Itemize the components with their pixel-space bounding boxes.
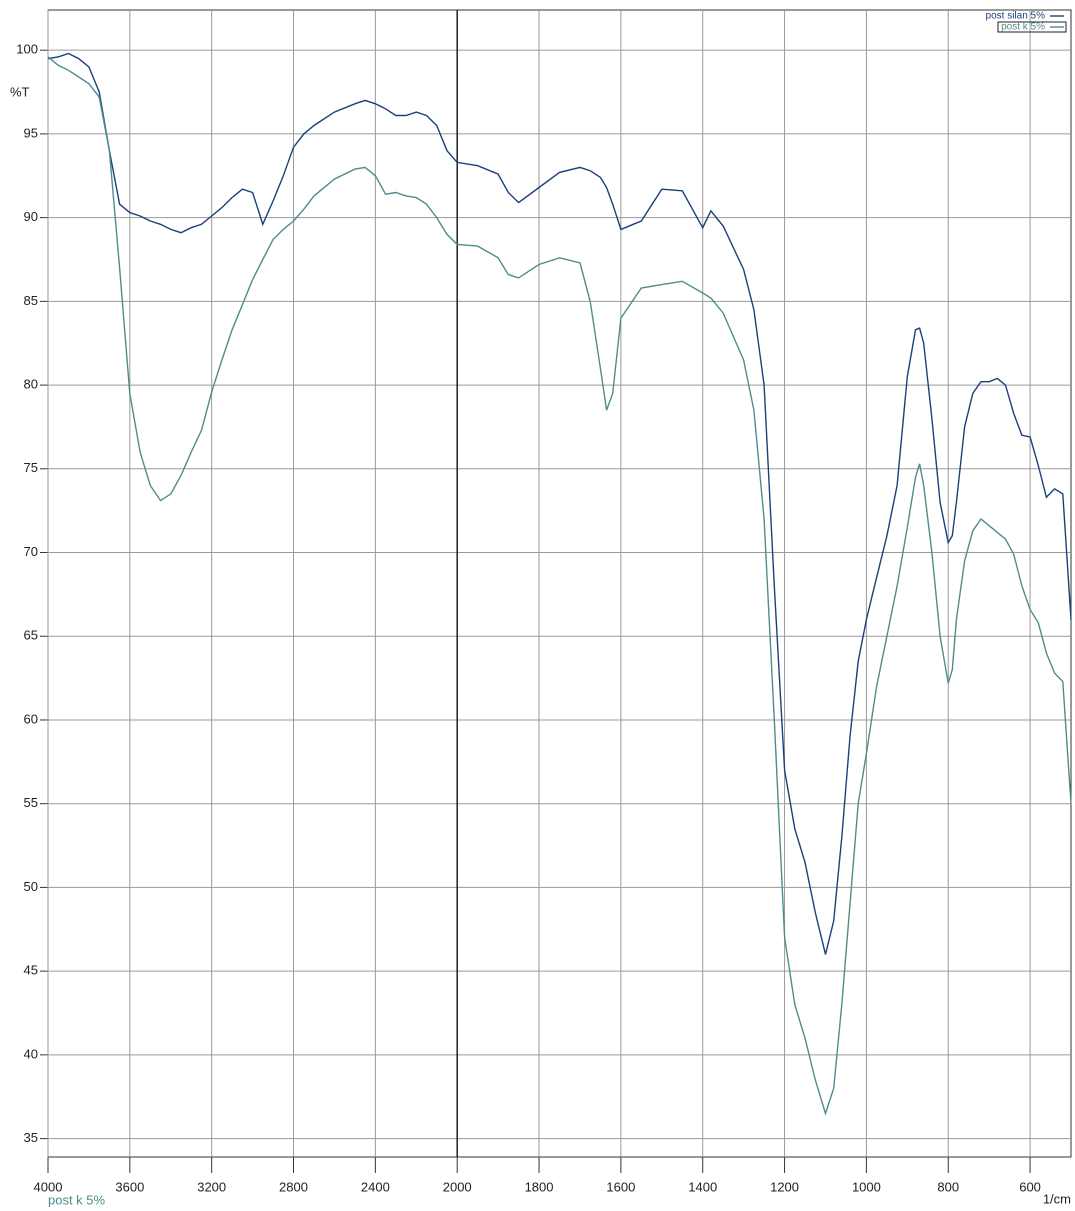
x-tick-label: 1600 [606,1179,635,1194]
y-tick-label: 40 [24,1046,38,1061]
chart: %T 1/cm post k 5% 35 40 45 50 55 60 65 70 75 80 85… [0,0,1075,1211]
legend-label: post silan 5% [986,11,1046,22]
x-tick-label: 2800 [279,1179,308,1194]
y-tick-label: 35 [24,1130,38,1145]
x-tick-label: 1800 [525,1179,554,1194]
x-tick-label: 1200 [770,1179,799,1194]
y-tick-label: 60 [24,711,38,726]
x-tick-label: 2400 [361,1179,390,1194]
x-tick-label: 3600 [115,1179,144,1194]
x-tick-label: 1400 [688,1179,717,1194]
x-axis-label: 1/cm [1043,1191,1071,1206]
x-tick-label: 3200 [197,1179,226,1194]
spectrum-line [48,54,1071,955]
footer-label: post k 5% [48,1192,106,1207]
y-tick-label: 65 [24,628,38,643]
legend: post silan 5%post k 5% [986,11,1066,33]
y-tick-label: 100 [16,42,38,57]
plot-area [48,10,1071,1157]
x-tick-label: 800 [937,1179,959,1194]
y-tick-label: 85 [24,293,38,308]
y-tick-label: 90 [24,209,38,224]
y-tick-label: 70 [24,544,38,559]
y-tick-label: 45 [24,963,38,978]
x-tick-label: 2000 [443,1179,472,1194]
x-tick-label: 4000 [34,1179,63,1194]
y-tick-label: 75 [24,460,38,475]
y-tick-label: 55 [24,795,38,810]
page: {"chart_data": { "type": "line", "y_labe… [0,0,1075,1211]
y-axis-label: %T [10,84,30,99]
legend-label: post k 5% [1001,22,1045,33]
y-tick-label: 80 [24,377,38,392]
y-tick-label: 95 [24,125,38,140]
y-tick-label: 50 [24,879,38,894]
spectrum-line [48,57,1071,1114]
x-tick-label: 1000 [852,1179,881,1194]
x-tick-label: 600 [1019,1179,1041,1194]
